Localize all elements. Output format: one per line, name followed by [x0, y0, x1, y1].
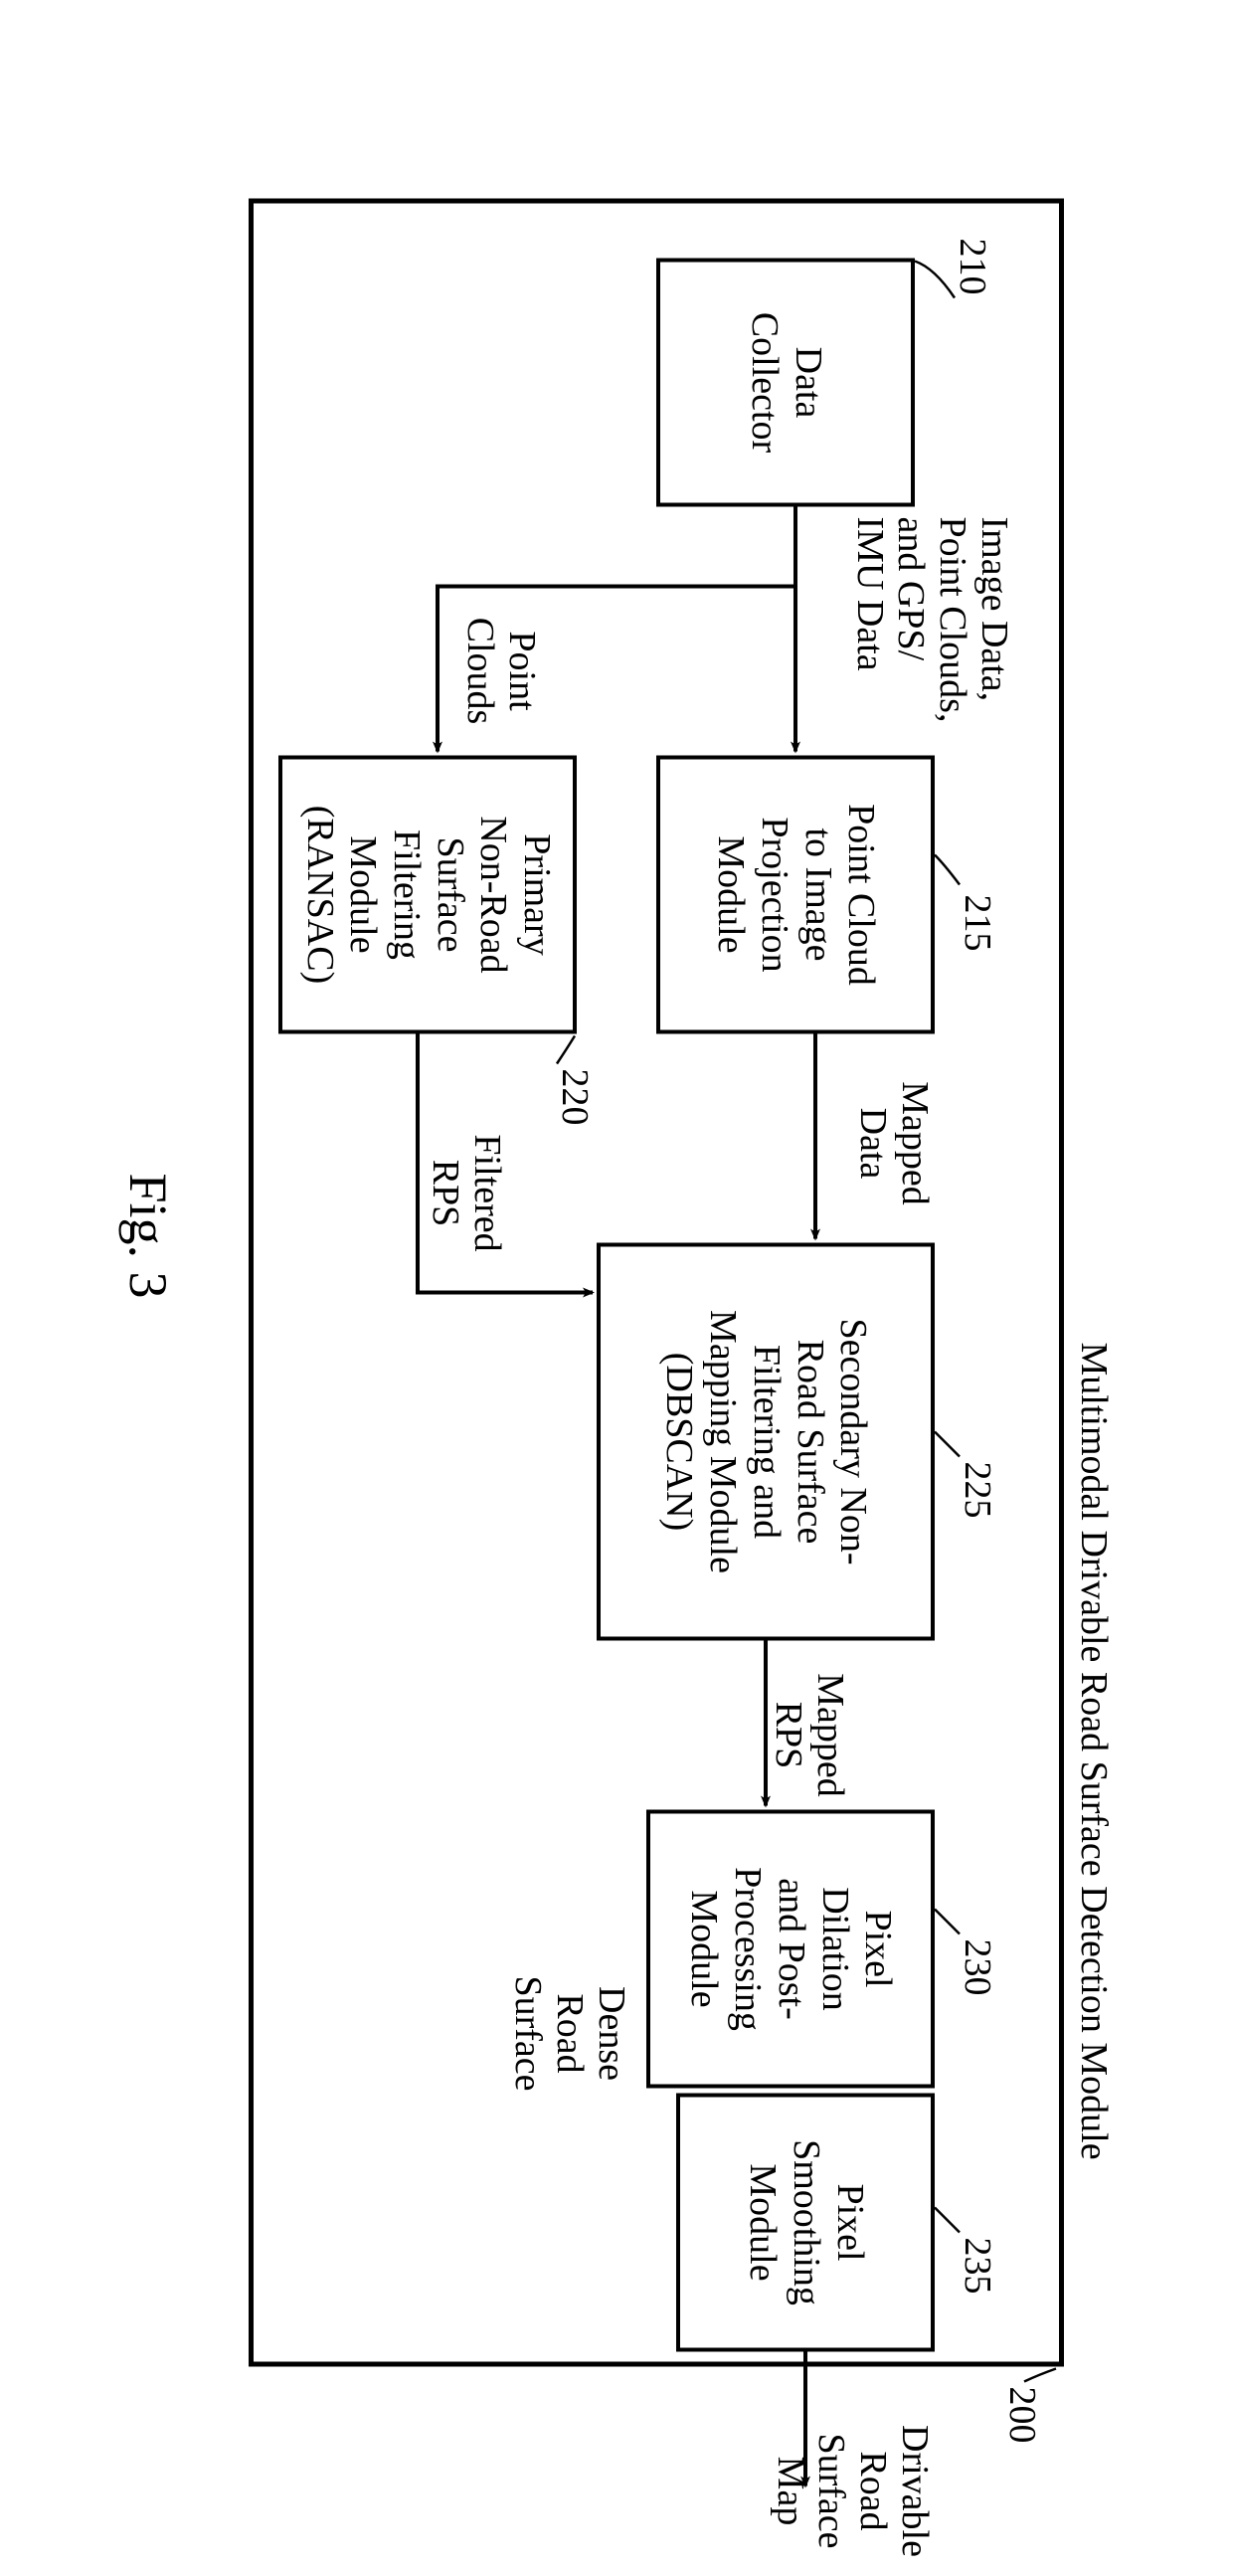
arrows-layer	[0, 0, 1233, 2565]
output-label: DrivableRoadSurfaceMap	[769, 2407, 935, 2576]
figure-caption: Fig. 3	[117, 1174, 179, 1299]
